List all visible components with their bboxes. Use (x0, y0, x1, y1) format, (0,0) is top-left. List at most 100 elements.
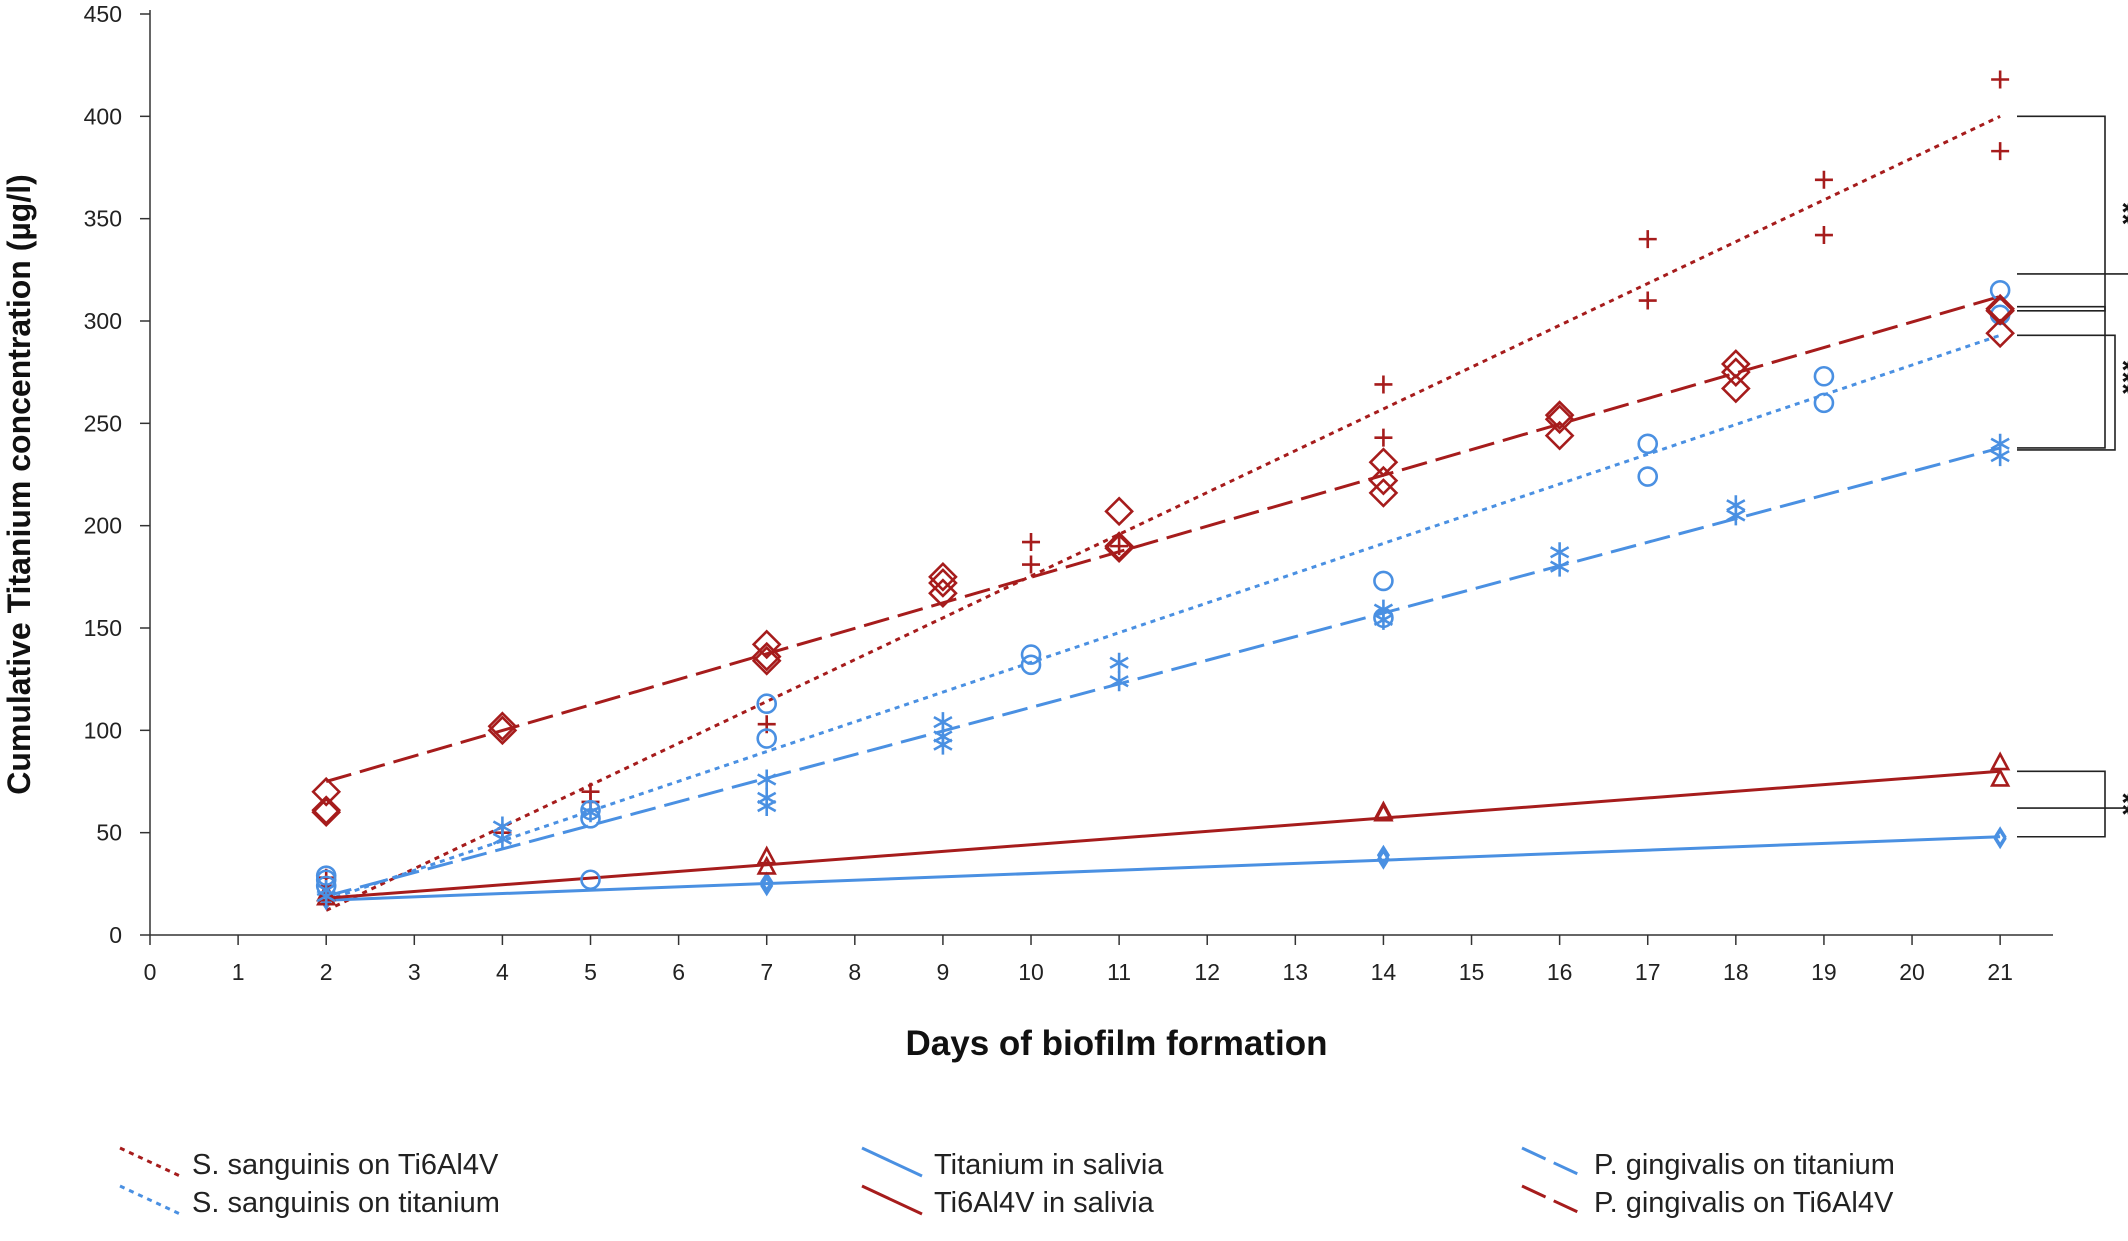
data-point-4 (316, 886, 336, 907)
y-tick-label: 450 (84, 1, 122, 27)
diamond-marker (760, 871, 774, 893)
sig-label-1: *** (2106, 360, 2128, 395)
data-point-1 (1373, 570, 1394, 592)
y-tick-label: 50 (96, 820, 122, 846)
x-tick-label: 13 (1283, 959, 1309, 985)
data-point-5 (1544, 404, 1575, 435)
data-point-4 (1109, 671, 1129, 692)
plus-marker (1814, 170, 1833, 189)
data-point-1 (1637, 433, 1659, 455)
diamond-marker (1376, 848, 1390, 870)
star-marker (1109, 671, 1129, 692)
x-tick-label: 14 (1371, 959, 1397, 985)
circle-marker (1020, 644, 1042, 665)
data-point-5 (1368, 478, 1399, 508)
legend-label-5: P. gingivalis on Ti6Al4V (1594, 1187, 1894, 1219)
legend-label-1: S. sanguinis on titanium (192, 1187, 500, 1219)
data-point-5 (1368, 447, 1399, 478)
data-point-1 (1020, 654, 1042, 676)
diamond-marker (311, 776, 342, 807)
star-marker (757, 796, 777, 817)
legend-label-4: P. gingivalis on titanium (1594, 1149, 1895, 1181)
x-tick-label: 5 (584, 959, 597, 985)
diamond-marker (311, 795, 342, 825)
diamond-marker (928, 578, 958, 609)
y-tick-label: 150 (84, 615, 122, 641)
triangle-marker (1989, 751, 2011, 771)
data-point-5 (311, 795, 342, 825)
data-point-5 (928, 568, 958, 598)
data-point-5 (1720, 357, 1751, 388)
circle-marker (756, 693, 778, 715)
x-tick-label: 6 (672, 959, 685, 985)
data-point-0 (1374, 375, 1393, 394)
star-marker (757, 769, 777, 790)
data-point-1 (1020, 644, 1042, 665)
x-tick-label: 10 (1018, 959, 1044, 985)
y-tick-label: 200 (84, 513, 122, 539)
star-marker (1373, 609, 1394, 630)
x-tick-label: 8 (848, 959, 861, 985)
data-point-0 (1638, 291, 1657, 310)
sig-label-2: *** (2116, 375, 2128, 410)
data-point-5 (751, 629, 782, 660)
data-point-5 (928, 561, 958, 592)
triangle-marker (1373, 802, 1394, 822)
plus-marker (1638, 230, 1657, 249)
data-point-5 (1544, 400, 1575, 430)
data-point-4 (1726, 505, 1746, 526)
data-point-5 (1720, 373, 1751, 404)
legend-swatch-3 (861, 1184, 923, 1216)
data-point-1 (580, 869, 601, 891)
y-tick-label: 350 (84, 206, 122, 232)
data-point-5 (1544, 420, 1575, 451)
sig-label-3: ** (2106, 792, 2128, 816)
y-tick-label: 0 (109, 922, 122, 948)
data-point-2 (760, 871, 774, 893)
diamond-marker (487, 715, 518, 746)
diamond-marker (1720, 373, 1751, 404)
x-tick-label: 16 (1547, 959, 1573, 985)
sig-bracket-3 (2017, 770, 2106, 838)
data-point-2 (1993, 828, 2007, 850)
data-point-0 (1022, 555, 1041, 574)
data-point-5 (311, 776, 342, 807)
plus-marker (1638, 291, 1657, 310)
data-point-4 (1990, 446, 2010, 467)
fit-line-4 (325, 446, 2001, 898)
data-point-5 (487, 711, 518, 742)
data-point-5 (928, 578, 958, 609)
diamond-marker (928, 568, 958, 598)
data-point-0 (1110, 537, 1129, 556)
sig-bracket-2 (2017, 334, 2116, 451)
x-tick-label: 9 (937, 959, 950, 985)
diamond-marker (1544, 400, 1575, 430)
plus-marker (1991, 70, 2010, 89)
data-point-5 (1368, 465, 1399, 496)
data-point-4 (492, 828, 513, 849)
diamond-marker (751, 645, 782, 676)
legend-swatch-1 (119, 1184, 181, 1216)
circle-marker (580, 869, 601, 891)
diamond-marker (311, 797, 342, 828)
data-point-5 (1985, 318, 2015, 349)
star-marker (316, 886, 336, 907)
diamond-marker (487, 711, 518, 742)
data-points (311, 70, 2015, 911)
data-point-1 (756, 693, 778, 715)
x-tick-label: 4 (496, 959, 509, 985)
sig-bracket-0 (2017, 115, 2106, 312)
x-tick-label: 17 (1635, 959, 1661, 985)
triangle-marker (756, 845, 777, 865)
data-point-0 (1814, 170, 1833, 189)
data-point-5 (1104, 496, 1134, 527)
data-point-1 (1813, 365, 1835, 387)
x-tick-label: 3 (408, 959, 421, 985)
star-marker (580, 802, 601, 823)
fit-lines (325, 114, 2001, 912)
circle-marker (1373, 570, 1394, 592)
data-point-4 (757, 769, 777, 790)
diamond-marker (1104, 531, 1134, 561)
fit-line-0 (325, 114, 2001, 912)
